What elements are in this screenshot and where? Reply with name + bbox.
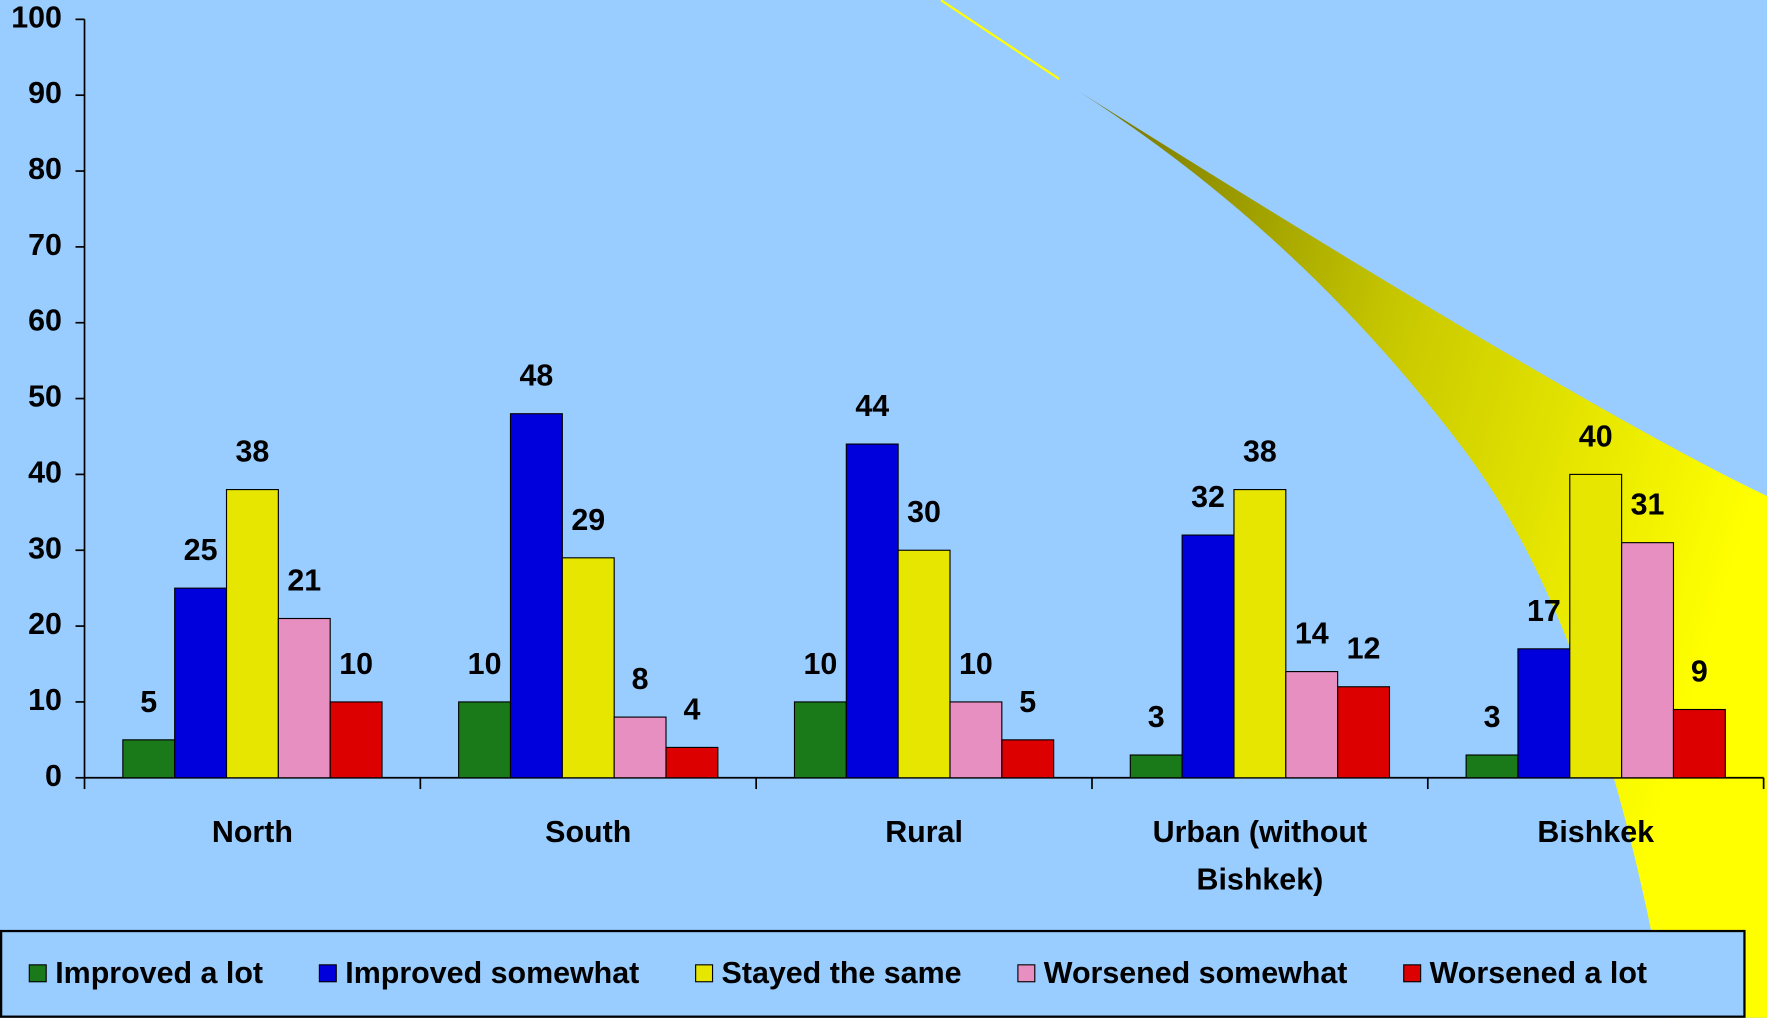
legend-swatch — [319, 965, 336, 982]
value-label: 10 — [803, 647, 837, 681]
value-label: 5 — [1019, 685, 1036, 719]
bar — [1570, 474, 1622, 777]
value-label: 9 — [1691, 654, 1708, 688]
bar — [510, 414, 562, 778]
bar — [846, 444, 898, 778]
x-tick-label: South — [545, 815, 631, 849]
bar — [175, 588, 227, 778]
bar — [562, 558, 614, 778]
bar — [278, 619, 330, 778]
value-label: 12 — [1347, 632, 1381, 666]
bar — [227, 490, 279, 778]
y-tick-label: 40 — [28, 455, 62, 489]
value-label: 14 — [1295, 617, 1329, 651]
bar — [1234, 490, 1286, 778]
bar — [950, 702, 1002, 778]
bar — [1182, 535, 1234, 778]
value-label: 10 — [468, 647, 502, 681]
value-label: 3 — [1148, 700, 1165, 734]
legend-label: Worsened a lot — [1430, 956, 1647, 990]
legend-swatch — [29, 965, 46, 982]
bar — [1286, 672, 1338, 778]
bar — [614, 717, 666, 778]
value-label: 30 — [907, 495, 941, 529]
value-label: 21 — [287, 563, 321, 597]
legend-label: Improved a lot — [55, 956, 263, 990]
bar — [330, 702, 382, 778]
y-tick-label: 60 — [28, 304, 62, 338]
value-label: 17 — [1527, 594, 1561, 628]
bar — [459, 702, 511, 778]
bar — [1673, 710, 1725, 778]
bar — [1338, 687, 1390, 778]
x-tick-label: North — [212, 815, 293, 849]
value-label: 31 — [1631, 488, 1665, 522]
value-label: 29 — [571, 503, 605, 537]
y-tick-label: 90 — [28, 76, 62, 110]
value-label: 38 — [1243, 435, 1277, 469]
y-tick-label: 0 — [45, 759, 62, 793]
y-tick-label: 10 — [28, 683, 62, 717]
value-label: 10 — [959, 647, 993, 681]
bar — [794, 702, 846, 778]
y-tick-label: 50 — [28, 380, 62, 414]
value-label: 3 — [1484, 700, 1501, 734]
value-label: 40 — [1579, 419, 1613, 453]
bar — [123, 740, 175, 778]
y-tick-label: 70 — [28, 228, 62, 262]
value-label: 44 — [855, 389, 889, 423]
bar — [1466, 755, 1518, 778]
bar — [666, 747, 718, 777]
y-tick-label: 20 — [28, 607, 62, 641]
legend-swatch — [696, 965, 713, 982]
value-label: 48 — [519, 359, 553, 393]
value-label: 8 — [632, 662, 649, 696]
bar — [898, 550, 950, 778]
x-tick-label: Rural — [885, 815, 963, 849]
legend-swatch — [1018, 965, 1035, 982]
value-label: 5 — [140, 685, 157, 719]
bar — [1622, 543, 1674, 778]
chart: 0102030405060708090100North525382110Sout… — [0, 0, 1767, 1018]
value-label: 38 — [236, 435, 270, 469]
legend-label: Stayed the same — [722, 956, 962, 990]
y-tick-label: 80 — [28, 152, 62, 186]
value-label: 25 — [184, 533, 218, 567]
value-label: 32 — [1191, 480, 1225, 514]
y-tick-label: 100 — [11, 0, 62, 34]
bar — [1002, 740, 1054, 778]
bar — [1130, 755, 1182, 778]
x-tick-label: Bishkek — [1537, 815, 1654, 849]
bar — [1518, 649, 1570, 778]
value-label: 4 — [683, 692, 700, 726]
legend-label: Improved somewhat — [345, 956, 639, 990]
legend-label: Worsened somewhat — [1044, 956, 1348, 990]
value-label: 10 — [339, 647, 373, 681]
legend-swatch — [1404, 965, 1421, 982]
y-tick-label: 30 — [28, 531, 62, 565]
